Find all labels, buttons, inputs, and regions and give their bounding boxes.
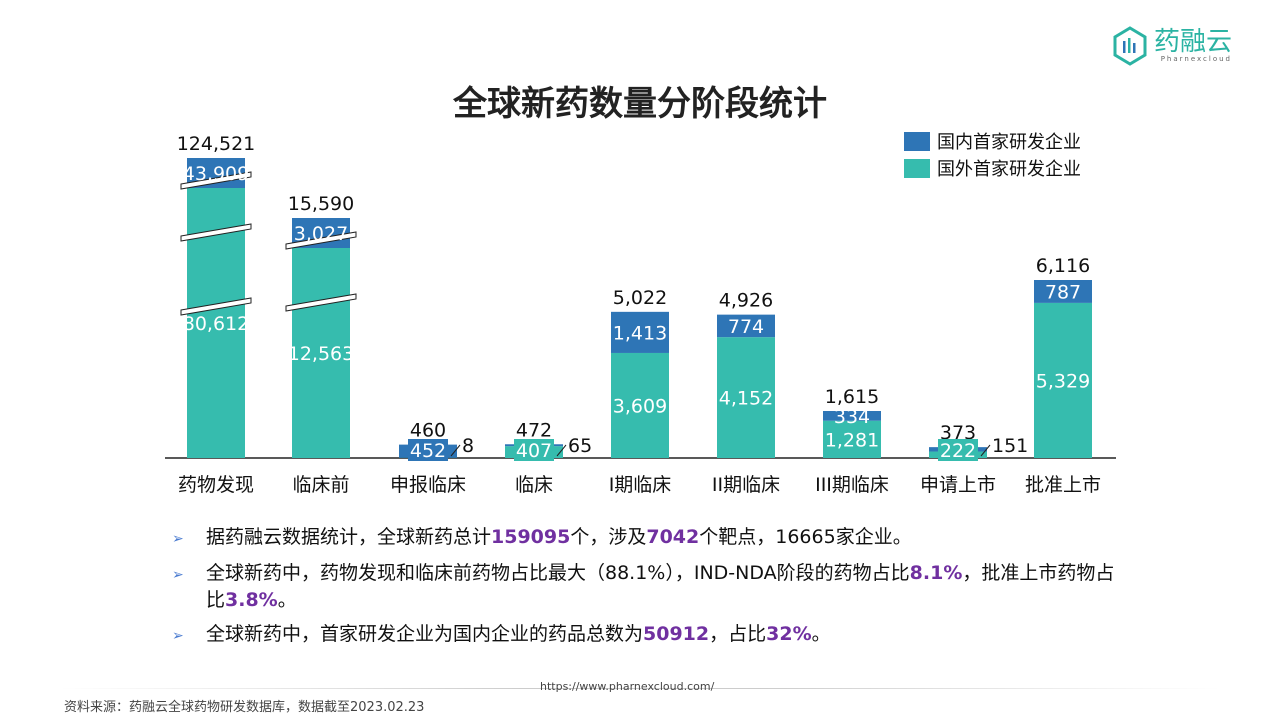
data-label-domestic: 787 xyxy=(1045,281,1081,303)
bullet-text: 据药融云数据统计，全球新药总计159095个，涉及7042个靶点，16665家企… xyxy=(206,524,912,553)
data-label-foreign: 4,152 xyxy=(719,388,773,410)
total-label: 373 xyxy=(940,422,976,444)
logo: 药融云 Pharnexcloud xyxy=(1112,26,1232,66)
data-label-foreign: 8 xyxy=(462,435,474,457)
leader-line xyxy=(980,444,991,457)
bullet-item: ➢ 全球新药中，药物发现和临床前药物占比最大（88.1%），IND-NDA阶段的药… xyxy=(172,560,1122,614)
x-tick-label: III期临床 xyxy=(815,474,889,496)
data-label-foreign: 80,612 xyxy=(183,313,249,335)
highlight-value: 7042 xyxy=(646,526,700,548)
text-segment: 。 xyxy=(811,623,831,645)
axis-break-0-2 xyxy=(180,297,252,316)
x-tick-label: 临床前 xyxy=(292,474,349,496)
text-segment: 据药融云数据统计，全球新药总计 xyxy=(206,526,492,548)
bar-foreign-5 xyxy=(717,337,775,458)
logo-name: 药融云 xyxy=(1154,27,1233,57)
legend-label: 国外首家研发企业 xyxy=(937,159,1081,180)
bullet-list: ➢ 据药融云数据统计，全球新药总计159095个，涉及7042个靶点，16665家… xyxy=(172,524,1122,657)
total-label: 1,615 xyxy=(825,386,879,408)
x-tick-label: II期临床 xyxy=(712,474,780,496)
total-label: 4,926 xyxy=(719,290,773,312)
label-box xyxy=(408,439,448,461)
chart-title: 全球新药数量分阶段统计 xyxy=(453,84,827,124)
leader-line xyxy=(556,444,567,457)
data-label-foreign: 222 xyxy=(940,440,976,462)
highlight-value: 3.8% xyxy=(225,589,278,611)
bar-foreign-1 xyxy=(292,248,350,458)
x-tick-label: 临床 xyxy=(515,474,553,496)
data-label-domestic: 774 xyxy=(728,316,764,338)
bar-foreign-6 xyxy=(823,420,881,458)
data-label-domestic: 452 xyxy=(410,440,446,462)
axis-break-0-1 xyxy=(180,223,252,242)
text-segment: 个，涉及 xyxy=(570,526,647,548)
x-tick-label: 申请上市 xyxy=(920,474,996,496)
data-label-foreign: 5,329 xyxy=(1036,370,1090,392)
bullet-item: ➢ 据药融云数据统计，全球新药总计159095个，涉及7042个靶点，16665家… xyxy=(172,524,1122,553)
highlight-value: 50912 xyxy=(643,623,710,645)
data-label-domestic: 1,413 xyxy=(613,322,667,344)
x-tick-label: 批准上市 xyxy=(1025,474,1101,496)
axis-break-1-1 xyxy=(285,293,357,312)
text-segment: ，占比 xyxy=(709,623,767,645)
legend-swatch xyxy=(904,132,930,151)
highlight-value: 32% xyxy=(766,623,812,645)
total-label: 6,116 xyxy=(1036,255,1090,277)
legend-swatch xyxy=(904,159,930,178)
arrow-bullet-icon: ➢ xyxy=(172,567,184,583)
label-box xyxy=(514,439,554,461)
data-label-foreign: 407 xyxy=(516,440,552,462)
data-label-domestic: 43,909 xyxy=(183,163,249,185)
total-label: 5,022 xyxy=(613,287,667,309)
legend-label: 国内首家研发企业 xyxy=(937,132,1081,153)
data-label-domestic: 65 xyxy=(568,435,592,457)
text-segment: 个靶点，16665家企业。 xyxy=(699,526,912,548)
bullet-text: 全球新药中，药物发现和临床前药物占比最大（88.1%），IND-NDA阶段的药物… xyxy=(206,560,1122,614)
highlight-value: 8.1% xyxy=(909,562,963,584)
bar-domestic-6 xyxy=(823,410,881,421)
highlight-value: 159095 xyxy=(491,526,571,548)
arrow-bullet-icon: ➢ xyxy=(172,628,184,644)
total-label: 15,590 xyxy=(288,193,354,215)
total-label: 124,521 xyxy=(177,133,256,155)
data-source: 资料来源：药融云全球药物研发数据库，数据截至2023.02.23 xyxy=(64,700,425,715)
label-box xyxy=(938,439,978,461)
axis-break-0-0 xyxy=(180,171,252,190)
logo-icon xyxy=(1113,26,1147,66)
data-label-foreign: 1,281 xyxy=(825,429,879,451)
text-segment: 全球新药中，药物发现和临床前药物占比最大（88.1%），IND-NDA阶段的药物… xyxy=(206,562,910,584)
bar-foreign-8 xyxy=(1034,302,1092,458)
data-label-foreign: 12,563 xyxy=(288,343,354,365)
text-segment: 全球新药中，首家研发企业为国内企业的药品总数为 xyxy=(206,623,644,645)
total-label: 460 xyxy=(410,420,446,442)
arrow-bullet-icon: ➢ xyxy=(172,531,184,547)
bullet-item: ➢ 全球新药中，首家研发企业为国内企业的药品总数为50912，占比32%。 xyxy=(172,621,1122,650)
bar-domestic-5 xyxy=(717,314,775,338)
bar-domestic-4 xyxy=(611,311,669,353)
axis-break-1-0 xyxy=(285,231,357,250)
text-segment: ，批准上市药物占比 xyxy=(206,562,1115,611)
footer-divider xyxy=(60,688,1220,689)
data-label-domestic: 151 xyxy=(992,435,1028,457)
x-tick-label: 药物发现 xyxy=(178,474,254,496)
data-label-domestic: 334 xyxy=(834,406,870,428)
bar-foreign-4 xyxy=(611,352,669,458)
footer-url[interactable]: https://www.pharnexcloud.com/ xyxy=(540,680,715,693)
data-label-domestic: 3,027 xyxy=(294,223,348,245)
leader-line xyxy=(450,444,461,457)
text-segment: 。 xyxy=(277,589,297,611)
data-label-foreign: 3,609 xyxy=(613,395,667,417)
bullet-text: 全球新药中，首家研发企业为国内企业的药品总数为50912，占比32%。 xyxy=(206,621,831,650)
logo-subtitle: Pharnexcloud xyxy=(1160,55,1233,63)
bar-chart: 药物发现 124,521 43,909 80,612 临床前 15,590 3,027 12,… xyxy=(165,132,1116,496)
x-tick-label: 申报临床 xyxy=(390,474,466,496)
x-tick-label: I期临床 xyxy=(609,474,672,496)
bar-domestic-8 xyxy=(1034,280,1092,303)
total-label: 472 xyxy=(516,419,552,441)
